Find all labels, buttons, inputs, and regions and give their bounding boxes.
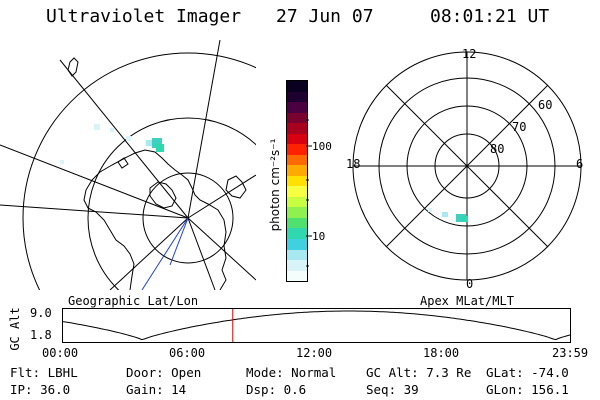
coastline-island [225, 175, 247, 199]
geographic-map [0, 40, 256, 290]
apex-map-label: Apex MLat/MLT [420, 294, 514, 308]
colorbar-segment [287, 196, 307, 208]
colorbar-segment [287, 112, 307, 124]
colorbar-segment [287, 228, 307, 239]
colorbar-segment [287, 175, 307, 187]
meta-glon: GLon: 156.1 [486, 382, 569, 397]
satellite-track [169, 217, 189, 266]
timeline-xtick-1800: 18:00 [423, 346, 460, 360]
coastline-island [67, 57, 79, 77]
meta-mode: Mode: Normal [246, 365, 337, 380]
colorbar-segment [287, 91, 307, 103]
geo-meridian [187, 217, 256, 281]
geo-meridian [187, 174, 256, 219]
instrument-title: Ultraviolet Imager [46, 6, 242, 27]
lat-label-70: 70 [512, 120, 527, 134]
meta-gc-alt: GC Alt: 7.3 Re [366, 365, 472, 380]
meta-dsp: Dsp: 0.6 [246, 382, 307, 397]
meta-ip: IP: 36.0 [10, 382, 71, 397]
coastline-island [117, 157, 129, 169]
geo-lat-circle-mid [87, 117, 256, 290]
colorbar-segment [287, 165, 307, 176]
timeline-xtick-1200: 12:00 [296, 346, 333, 360]
timeline-ytick-top: 9.0 [30, 306, 52, 320]
meta-door: Door: Open [126, 365, 202, 380]
mlt-label-12: 12 [462, 47, 477, 61]
satellite-track [141, 217, 189, 290]
lat-label-60: 60 [538, 98, 553, 112]
colorbar-segment [287, 217, 307, 229]
geo-meridian [109, 217, 189, 290]
apex-polar-plot [352, 51, 582, 281]
polar-diagonal [385, 84, 549, 248]
geo-meridian [187, 217, 216, 290]
meta-glat: GLat: -74.0 [486, 365, 569, 380]
colorbar-segment [287, 102, 307, 113]
timeline-xtick-0600: 06:00 [169, 346, 206, 360]
timeline-ytick-bottom: 1.8 [30, 328, 52, 342]
date-label: 27 Jun 07 [276, 6, 374, 27]
meta-seq: Seq: 39 [366, 382, 419, 397]
mlt-label-18: 18 [346, 157, 361, 171]
colorbar-segment [287, 249, 307, 261]
geo-aurora-emission [60, 124, 164, 164]
timeline-xtick-0000: 00:00 [42, 346, 79, 360]
geo-lat-circle-outer [22, 52, 256, 290]
meta-filter: Flt: LBHL [10, 365, 78, 380]
geo-meridian [187, 40, 221, 219]
coastline [83, 189, 135, 290]
lat-label-80: 80 [490, 142, 505, 156]
colorbar-segment [287, 123, 307, 134]
colorbar-segment [287, 133, 307, 145]
colorbar-segment [287, 238, 307, 250]
coastline [85, 149, 227, 290]
colorbar-tick-100: 100 [312, 140, 332, 153]
colorbar-tick-10: 10 [312, 230, 326, 243]
timeline-xtick-2359: 23:59 [552, 346, 589, 360]
colorbar-segment [287, 186, 307, 197]
geo-meridian [59, 59, 189, 219]
meta-gain: Gain: 14 [126, 382, 187, 397]
mlt-label-0: 0 [466, 277, 474, 291]
mlt-label-6: 6 [576, 157, 584, 171]
geo-lat-circle-inner [142, 172, 234, 264]
timeline-ylabel: GC Alt [7, 307, 22, 351]
geographic-map-label: Geographic Lat/Lon [68, 294, 199, 308]
polar-aurora-emission [428, 208, 468, 222]
colorbar [286, 80, 308, 282]
geo-meridian [0, 144, 189, 219]
colorbar-unit-label: photon cm⁻²s⁻¹ [268, 138, 282, 232]
colorbar-segment [287, 260, 307, 271]
colorbar-segment [287, 81, 307, 92]
time-label: 08:01:21 UT [430, 6, 550, 27]
colorbar-segment [287, 154, 307, 166]
colorbar-segment [287, 270, 307, 282]
timeline-plot [62, 308, 572, 343]
colorbar-segment [287, 207, 307, 218]
timeline-frame [62, 308, 571, 343]
colorbar-segment [287, 144, 307, 155]
coastline-inset [149, 181, 177, 209]
colorbar-ticks [306, 119, 312, 267]
altitude-curve [62, 310, 572, 341]
